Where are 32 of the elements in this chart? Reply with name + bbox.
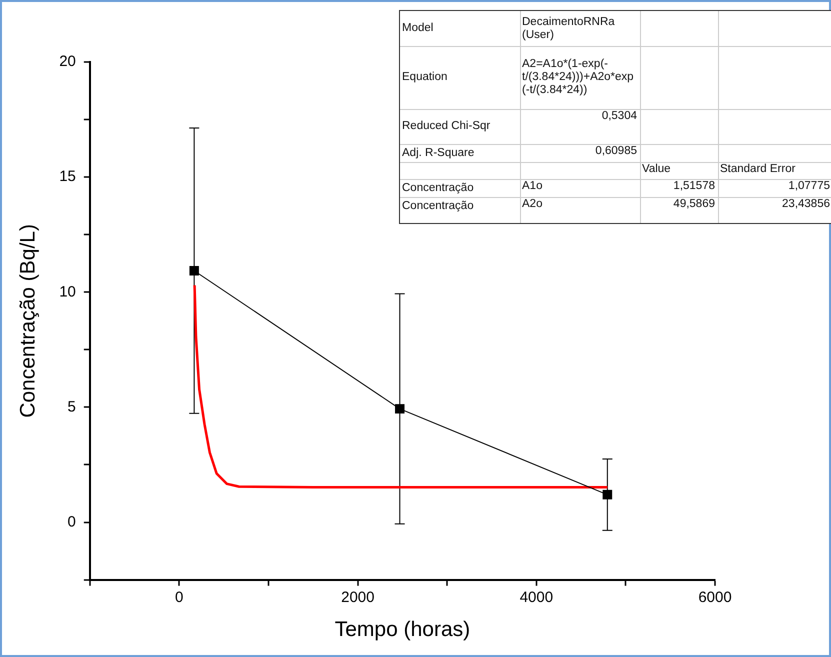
y-tick-label: 0 (68, 513, 76, 530)
y-tick-label: 5 (68, 398, 76, 416)
annotation: Value (642, 163, 671, 176)
annotation: Concentração (402, 182, 474, 194)
point (189, 266, 199, 276)
x-tick-label: 6000 (698, 588, 732, 606)
text: Standard Error (720, 163, 796, 176)
annotation: Equation (402, 71, 448, 84)
annotation: Reduced Chi-Sqr (402, 120, 490, 133)
annotation: A2=A1o*(1-exp(-t/(3.84*24)))+A2o*exp(-t/(3.84*24)) (522, 58, 635, 97)
annotation: A1o (522, 180, 542, 193)
annotation: Adj. R-Square (402, 146, 474, 160)
x-tick-label: 2000 (341, 588, 374, 606)
text: DecaimentoRNRa (User) (522, 16, 616, 42)
annotation: 0,60985 (595, 145, 637, 158)
annotation: Concentração (402, 200, 474, 212)
y-tick-label: 20 (59, 53, 76, 70)
y-tick-label: 15 (59, 168, 76, 186)
y-tick-label: 10 (59, 283, 76, 300)
x-axis-title: Tempo (horas) (334, 618, 470, 642)
annotation: 0,5304 (602, 110, 637, 123)
x-tick-label: 0 (175, 588, 184, 606)
point (602, 490, 612, 500)
x-tick-label: 4000 (520, 588, 554, 606)
y-axis-title: Concentração (Bq/L) (16, 224, 40, 418)
text: Model (402, 22, 434, 35)
point (395, 404, 405, 414)
text: 23,43856 (782, 198, 830, 211)
annotation: 49,5869 (673, 198, 715, 211)
annotation: A2o (522, 198, 542, 211)
annotation: 1,51578 (673, 180, 715, 193)
text: 1,07775 (788, 180, 830, 193)
